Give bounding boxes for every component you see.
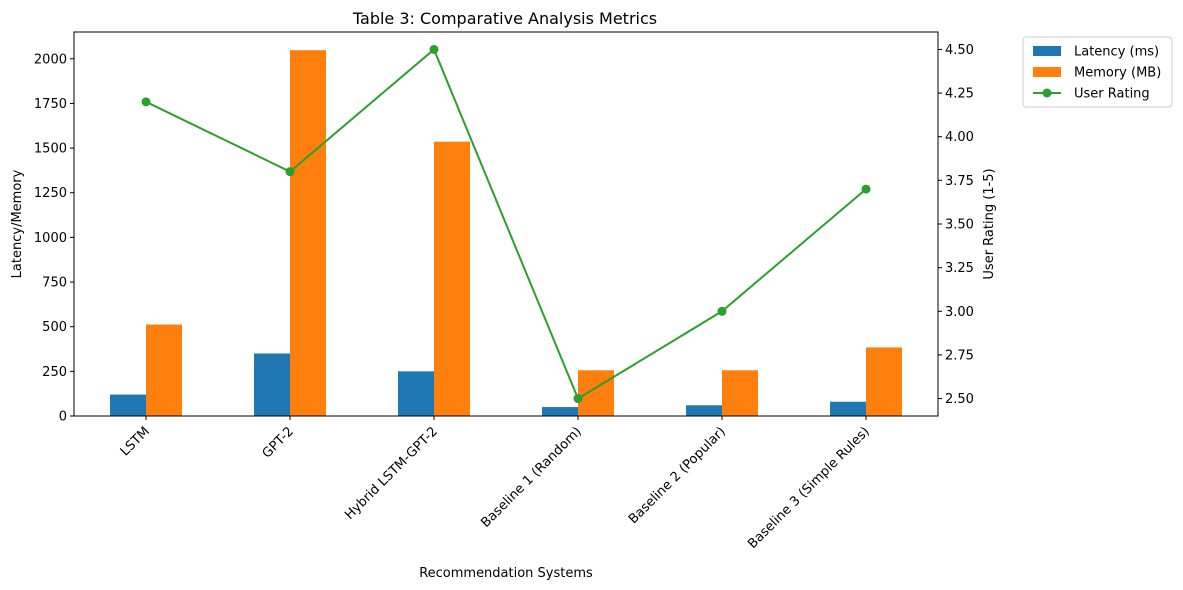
bar-memory-mb	[290, 50, 326, 416]
bar-latency-ms	[830, 401, 866, 416]
y2-tick-label: 3.00	[945, 305, 974, 320]
bar-memory-mb	[722, 370, 758, 416]
y2-tick-label: 4.25	[945, 87, 974, 102]
legend-label-latency-ms: Latency (ms)	[1074, 45, 1159, 60]
y-tick-label: 2000	[34, 52, 67, 67]
x-tick-label: Baseline 1 (Random)	[478, 424, 585, 531]
user-rating-point	[573, 394, 583, 404]
y2-tick-label: 4.50	[945, 43, 974, 58]
bars-layer	[110, 50, 902, 416]
y2-tick-label: 4.00	[945, 130, 974, 145]
bar-latency-ms	[110, 394, 146, 416]
user-rating-point	[717, 306, 727, 316]
y-tick-label: 0	[59, 410, 67, 425]
x-axis-label: Recommendation Systems	[419, 566, 593, 581]
y2-axis-label: User Rating (1-5)	[982, 168, 997, 279]
bar-latency-ms	[398, 371, 434, 416]
y2-tick-label: 3.25	[945, 261, 974, 276]
legend-label-memory-mb: Memory (MB)	[1074, 66, 1161, 81]
y-tick-label: 1500	[34, 142, 67, 157]
bar-latency-ms	[254, 353, 290, 416]
right-axis-ticks: 2.50 2.75 3.00 3.25 3.50 3.75 4.00 4.25 4.50	[938, 43, 974, 407]
y-tick-label: 1000	[34, 231, 67, 246]
legend-swatch-memory-mb	[1033, 67, 1061, 77]
bar-latency-ms	[542, 407, 578, 416]
user-rating-point	[285, 167, 295, 177]
x-tick-label: Baseline 3 (Simple Rules)	[745, 424, 873, 552]
chart-title: Table 3: Comparative Analysis Metrics	[352, 9, 657, 28]
y2-tick-label: 3.50	[945, 218, 974, 233]
y-axis-label: Latency/Memory	[10, 169, 25, 278]
legend: Latency (ms) Memory (MB) User Rating	[1022, 36, 1173, 108]
y-tick-label: 1750	[34, 97, 67, 112]
left-axis-ticks: 0 250 500 750 1000 1250 1500 1750 2000	[34, 52, 74, 425]
user-rating-point	[861, 184, 871, 194]
bar-memory-mb	[434, 141, 470, 416]
user-rating-line-layer	[141, 44, 871, 404]
x-tick-label: Baseline 2 (Popular)	[626, 424, 729, 527]
bar-latency-ms	[686, 405, 722, 416]
x-axis-ticks: LSTM GPT-2 Hybrid LSTM-GPT-2 Baseline 1 (Ra…	[118, 416, 873, 552]
y2-tick-label: 2.50	[945, 392, 974, 407]
y-tick-label: 1250	[34, 186, 67, 201]
legend-swatch-latency-ms	[1033, 46, 1061, 56]
y2-tick-label: 2.75	[945, 348, 974, 363]
y-tick-label: 250	[42, 365, 67, 380]
legend-marker-user-rating	[1042, 88, 1052, 98]
bar-memory-mb	[578, 370, 614, 416]
user-rating-point	[429, 44, 439, 54]
y-tick-label: 500	[42, 320, 67, 335]
user-rating-line	[145, 47, 867, 401]
x-tick-label: GPT-2	[260, 424, 297, 461]
y-tick-label: 750	[42, 276, 67, 291]
bar-memory-mb	[146, 324, 182, 416]
x-tick-label: LSTM	[118, 424, 153, 459]
y2-tick-label: 3.75	[945, 174, 974, 189]
user-rating-point	[141, 97, 151, 107]
legend-label-user-rating: User Rating	[1074, 87, 1150, 102]
bar-memory-mb	[866, 347, 902, 416]
x-tick-label: Hybrid LSTM-GPT-2	[342, 424, 441, 523]
